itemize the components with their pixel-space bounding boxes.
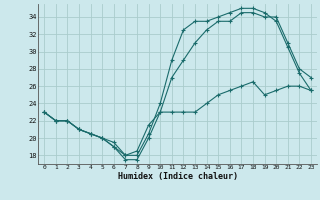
- X-axis label: Humidex (Indice chaleur): Humidex (Indice chaleur): [118, 172, 238, 181]
